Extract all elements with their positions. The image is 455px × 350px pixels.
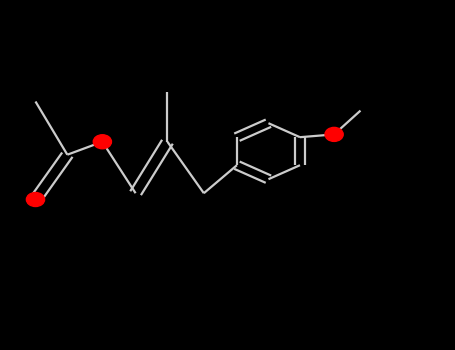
Circle shape <box>26 193 45 206</box>
Circle shape <box>93 135 111 149</box>
Circle shape <box>325 127 343 141</box>
